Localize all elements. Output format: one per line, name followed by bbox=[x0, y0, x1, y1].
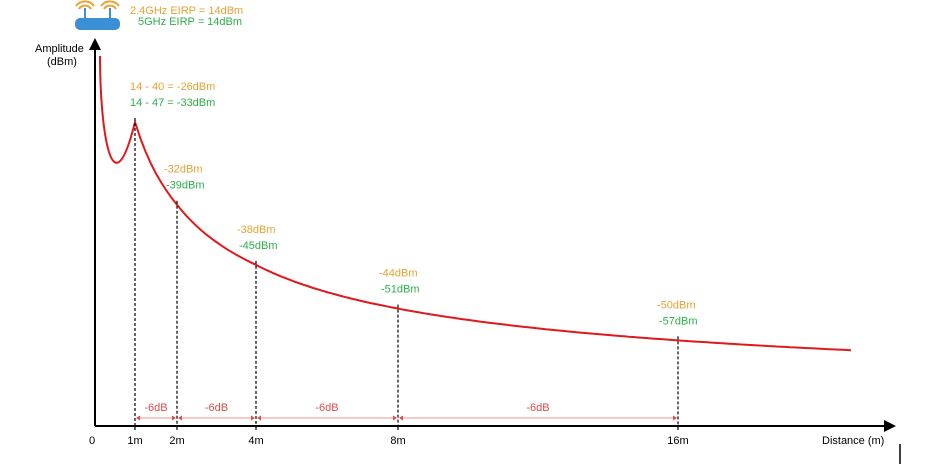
x-tick-label: 1m bbox=[127, 435, 142, 447]
origin-label: 0 bbox=[89, 435, 95, 447]
eirp-24ghz-label: 2.4GHz EIRP = 14dBm bbox=[130, 5, 243, 17]
gap-arrow-left bbox=[399, 415, 403, 421]
value-label-5ghz: -57dBm bbox=[659, 315, 698, 327]
x-axis-label: Distance (m) bbox=[822, 435, 884, 447]
wifi-waves-left-icon bbox=[75, 0, 95, 10]
value-label-2-4ghz: 14 - 40 = -26dBm bbox=[130, 81, 215, 93]
gap-arrow-left bbox=[178, 415, 182, 421]
gap-label: -6dB bbox=[205, 402, 228, 414]
value-label-5ghz: -51dBm bbox=[381, 284, 420, 296]
axes bbox=[89, 38, 896, 432]
value-label-5ghz: -39dBm bbox=[166, 180, 205, 192]
wifi-waves-right-icon bbox=[100, 0, 120, 10]
y-axis-arrowhead bbox=[89, 38, 101, 50]
router-body bbox=[75, 18, 120, 30]
gap-arrow-left bbox=[136, 415, 140, 421]
value-label-5ghz: -45dBm bbox=[239, 240, 278, 252]
eirp-5ghz-label: 5GHz EIRP = 14dBm bbox=[138, 16, 242, 28]
gap-label: -6dB bbox=[144, 402, 167, 414]
value-label-5ghz: 14 - 47 = -33dBm bbox=[130, 97, 215, 109]
value-label-2-4ghz: -38dBm bbox=[237, 224, 276, 236]
value-label-2-4ghz: -44dBm bbox=[379, 268, 418, 280]
x-tick-label: 4m bbox=[248, 435, 263, 447]
gap-arrow-right bbox=[172, 415, 176, 421]
gap-arrow-left bbox=[257, 415, 261, 421]
x-tick-label: 2m bbox=[169, 435, 184, 447]
y-axis-label-line1: Amplitude bbox=[35, 43, 84, 55]
x-axis-arrowhead bbox=[884, 420, 896, 432]
value-label-2-4ghz: -32dBm bbox=[164, 164, 203, 176]
value-label-2-4ghz: -50dBm bbox=[657, 299, 696, 311]
y-axis-label-line2: (dBm) bbox=[47, 56, 77, 68]
distance-markers: 1m 14 - 40 = -26dBm 14 - 47 = -33dBm 2m -32d… bbox=[127, 81, 697, 447]
x-tick-label: 8m bbox=[390, 435, 405, 447]
gap-arrow-right bbox=[673, 415, 677, 421]
wifi-router-icon bbox=[75, 0, 120, 30]
gap-label: -6dB bbox=[315, 402, 338, 414]
gap-label: -6dB bbox=[526, 402, 549, 414]
gap-arrow-right bbox=[393, 415, 397, 421]
path-loss-curve bbox=[99, 55, 852, 352]
x-tick-label: 16m bbox=[667, 435, 688, 447]
gap-arrow-right bbox=[251, 415, 255, 421]
